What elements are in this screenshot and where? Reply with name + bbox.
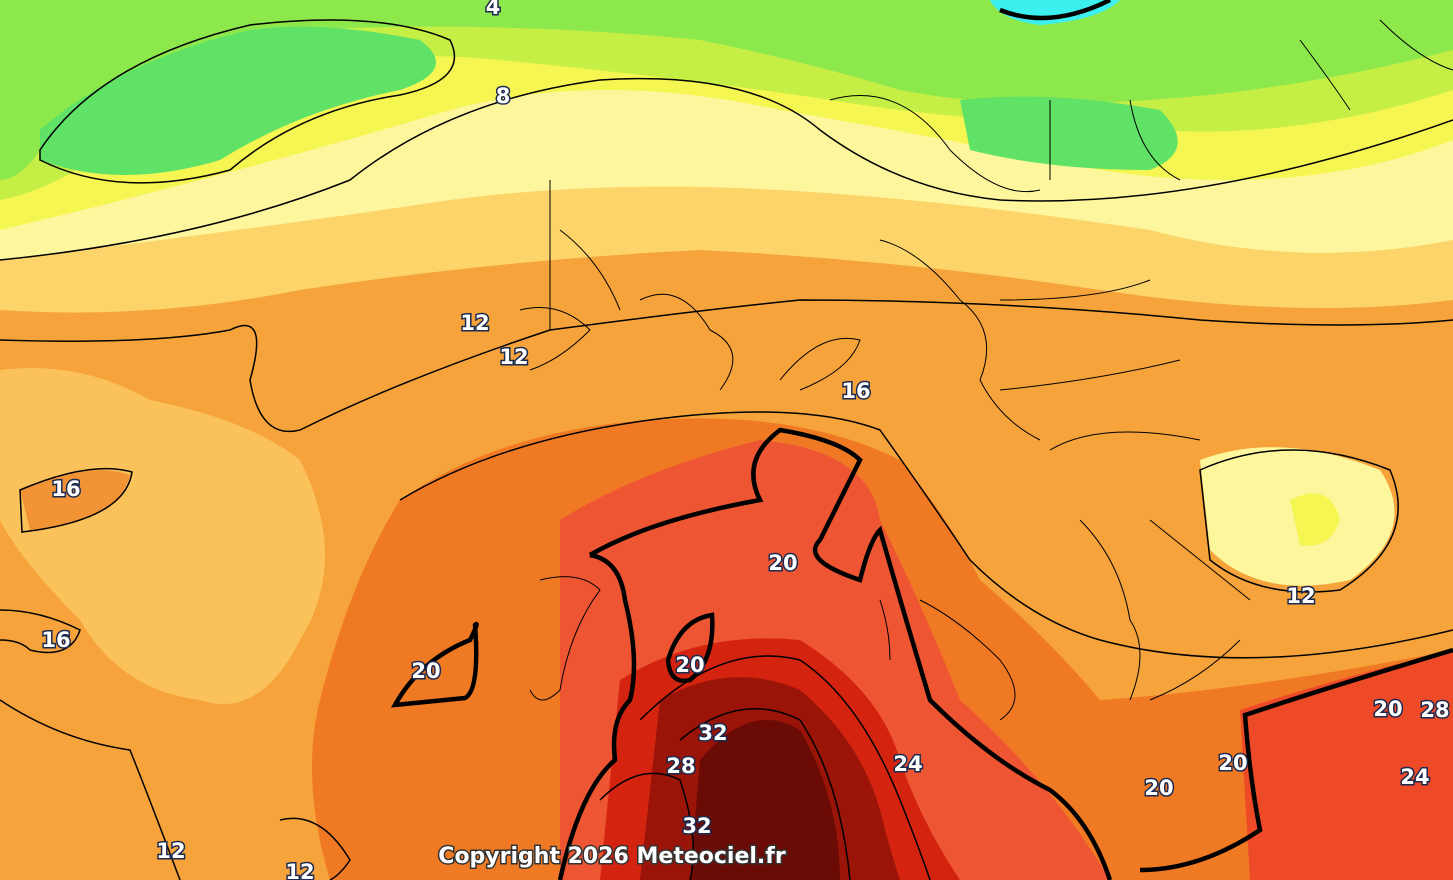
contour-label: 20 [1218,751,1247,775]
contour-label: 16 [51,477,80,501]
contour-label: 16 [841,379,870,403]
contour-label: 20 [1373,697,1402,721]
contour-label: 12 [499,345,528,369]
contour-label: 20 [411,659,440,683]
contour-label: 24 [1400,765,1429,789]
contour-label: 8 [496,84,511,108]
contour-label: 16 [41,628,70,652]
contour-label: 12 [156,839,185,863]
contour-label: 12 [1286,584,1315,608]
contour-label: 28 [666,754,695,778]
country-borders [519,19,1453,721]
contour-label: 20 [675,653,704,677]
contour-label: 32 [682,814,711,838]
contour-label: 12 [460,311,489,335]
copyright: Copyright 2026 Meteociel.fr [438,844,786,869]
contour-labels: 4 8 12 12 16 16 16 20 20 20 32 28 24 32 … [40,0,1451,880]
contour-label: 24 [893,752,922,776]
contour-label: 32 [698,721,727,745]
contour-label: 20 [768,551,797,575]
contour-label: 20 [1144,776,1173,800]
contour-label: 28 [1420,698,1449,722]
contour-label: 4 [486,0,501,19]
contour-label: 12 [285,860,314,880]
